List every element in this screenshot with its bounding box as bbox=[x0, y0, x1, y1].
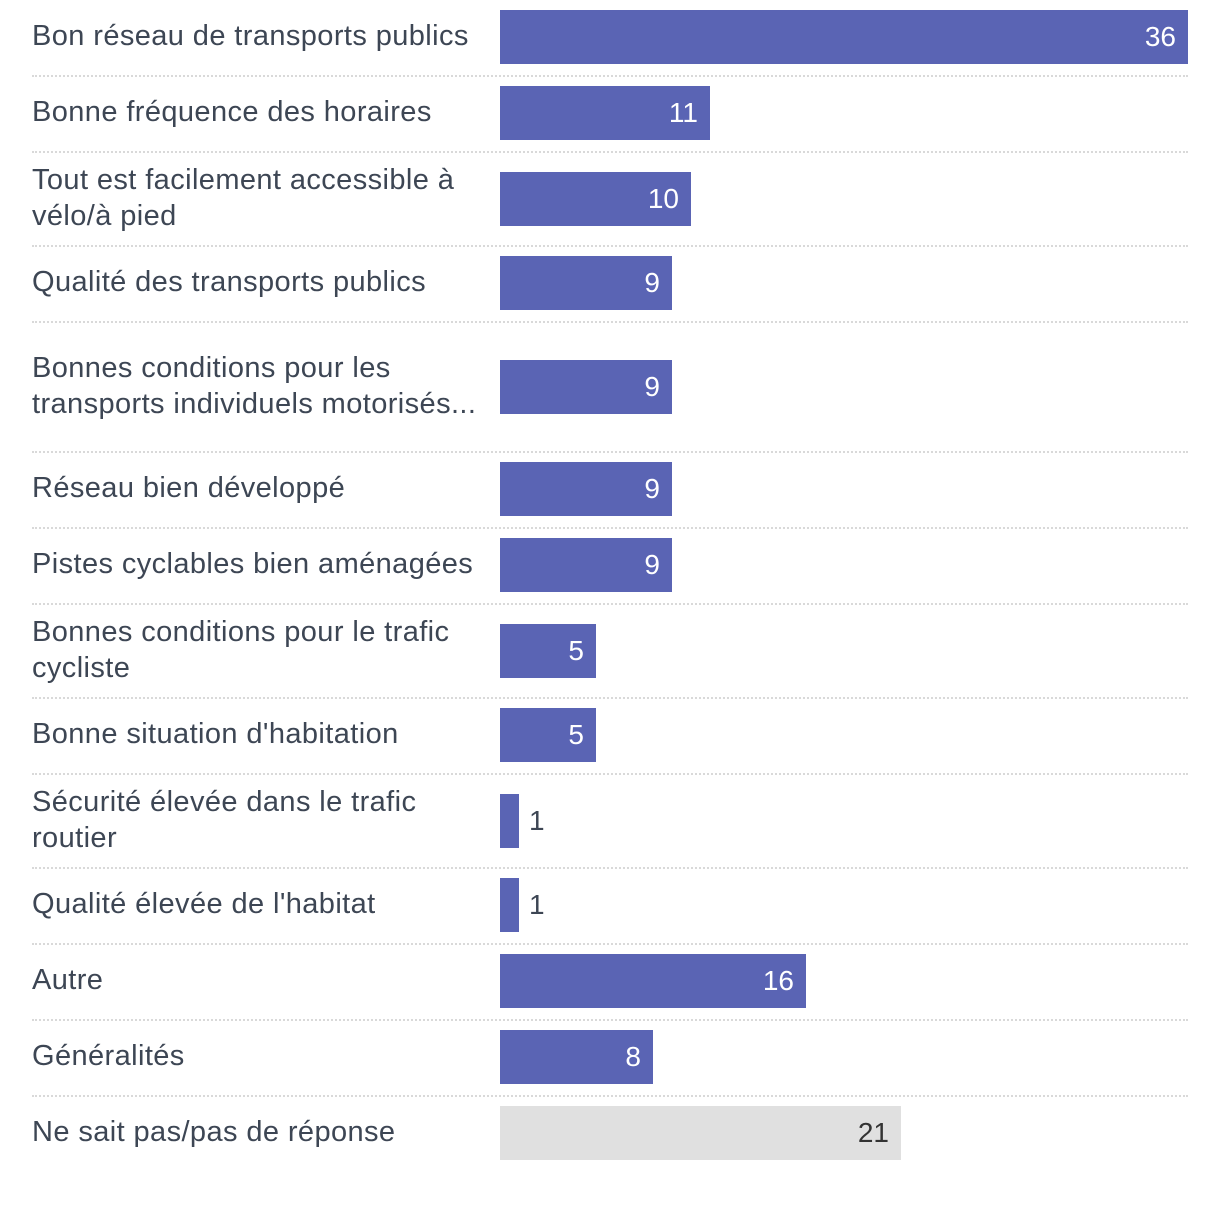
bar bbox=[500, 954, 806, 1008]
value-label: 10 bbox=[647, 183, 679, 214]
category-label: Ne sait pas/pas de réponse bbox=[32, 1116, 396, 1148]
row-separator bbox=[32, 451, 1188, 453]
value-label: 5 bbox=[568, 719, 584, 750]
row-separator bbox=[32, 867, 1188, 869]
value-label: 36 bbox=[1144, 21, 1176, 52]
category-label: Sécurité élevée dans le trafic routier bbox=[32, 786, 417, 854]
bar bbox=[500, 360, 672, 414]
row-separator bbox=[32, 527, 1188, 529]
bar bbox=[500, 1030, 653, 1084]
row-separator bbox=[32, 1095, 1188, 1097]
value-label: 8 bbox=[625, 1041, 641, 1072]
value-label: 16 bbox=[762, 965, 794, 996]
value-label: 9 bbox=[644, 267, 660, 298]
category-label: Qualité des transports publics bbox=[32, 266, 427, 298]
value-label: 1 bbox=[529, 805, 545, 836]
bar bbox=[500, 708, 596, 762]
category-label: Autre bbox=[32, 964, 104, 996]
category-label: Bonne situation d'habitation bbox=[32, 718, 399, 750]
value-label: 1 bbox=[529, 889, 545, 920]
bar bbox=[500, 462, 672, 516]
category-label: Tout est facilement accessible à vélo/à … bbox=[32, 164, 455, 232]
row-separator bbox=[32, 773, 1188, 775]
value-label: 9 bbox=[644, 371, 660, 402]
category-label: Qualité élevée de l'habitat bbox=[32, 888, 376, 920]
value-label: 11 bbox=[668, 97, 698, 128]
bar bbox=[500, 794, 519, 848]
bar bbox=[500, 1106, 901, 1160]
row-separator bbox=[32, 151, 1188, 153]
bar bbox=[500, 878, 519, 932]
value-label: 9 bbox=[644, 473, 660, 504]
bar bbox=[500, 86, 710, 140]
category-label: Bonnes conditions pour les transports in… bbox=[32, 352, 477, 420]
bar bbox=[500, 172, 691, 226]
category-label: Généralités bbox=[32, 1040, 185, 1072]
bar bbox=[500, 256, 672, 310]
value-label: 21 bbox=[857, 1117, 889, 1148]
bar bbox=[500, 538, 672, 592]
category-label: Bonne fréquence des horaires bbox=[32, 96, 432, 128]
row-separator bbox=[32, 1019, 1188, 1021]
row-separator bbox=[32, 943, 1188, 945]
bar bbox=[500, 624, 596, 678]
row-separator bbox=[32, 245, 1188, 247]
category-label: Bonnes conditions pour le trafic cyclist… bbox=[32, 616, 450, 684]
value-label: 5 bbox=[568, 635, 584, 666]
row-separator bbox=[32, 321, 1188, 323]
category-label: Réseau bien développé bbox=[32, 472, 346, 504]
row-separator bbox=[32, 697, 1188, 699]
row-separator bbox=[32, 603, 1188, 605]
category-label: Pistes cyclables bien aménagées bbox=[32, 548, 474, 580]
row-separator bbox=[32, 75, 1188, 77]
category-label: Bon réseau de transports publics bbox=[32, 20, 469, 52]
bar bbox=[500, 10, 1188, 64]
value-label: 9 bbox=[644, 549, 660, 580]
